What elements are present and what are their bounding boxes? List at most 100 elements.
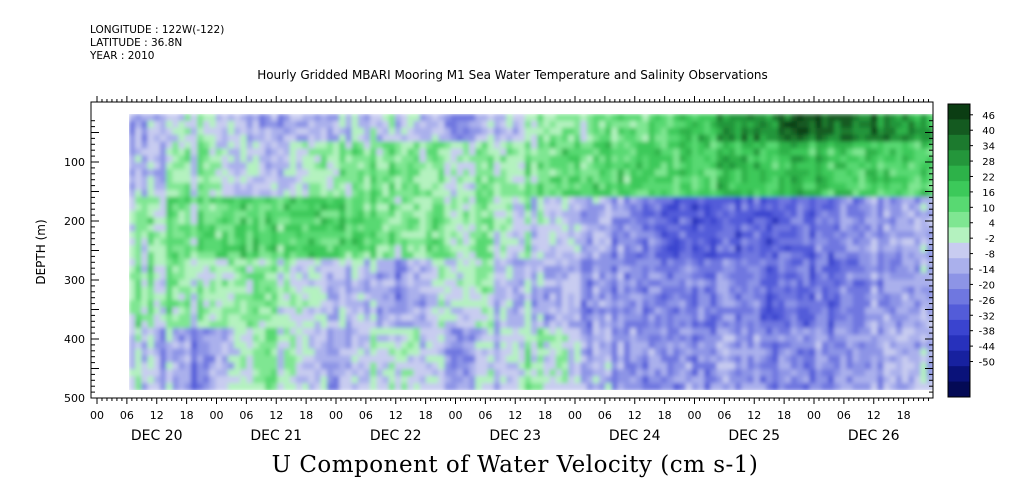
heatmap-cell: [889, 210, 897, 219]
heatmap-cell: [203, 183, 211, 191]
heatmap-cell: [178, 217, 186, 226]
heatmap-cell: [722, 286, 730, 295]
heatmap-cell: [877, 362, 885, 371]
heatmap-cell: [555, 120, 563, 129]
heatmap-cell: [710, 362, 718, 371]
heatmap-cell: [401, 224, 409, 233]
heatmap-cell: [370, 314, 378, 322]
heatmap-cell: [543, 127, 551, 136]
heatmap-cell: [679, 120, 687, 129]
heatmap-cell: [574, 362, 582, 371]
heatmap-cell: [407, 224, 415, 233]
heatmap-cell: [728, 307, 736, 315]
heatmap-cell: [753, 307, 761, 315]
heatmap-cell: [178, 307, 186, 315]
heatmap-cell: [617, 286, 625, 295]
heatmap-cell: [605, 321, 613, 329]
heatmap-cell: [475, 327, 483, 336]
heatmap-cell: [883, 314, 891, 322]
heatmap-cell: [401, 127, 409, 136]
heatmap-cell: [271, 155, 279, 164]
heatmap-cell: [289, 114, 297, 122]
heatmap-cell: [660, 114, 668, 122]
heatmap-cell: [741, 148, 749, 157]
heatmap-cell: [190, 321, 198, 329]
heatmap-cell: [858, 169, 866, 177]
heatmap-cell: [265, 134, 273, 143]
heatmap-cell: [227, 238, 236, 246]
heatmap-cell: [364, 238, 372, 246]
heatmap-cell: [487, 114, 495, 122]
heatmap-cell: [611, 334, 619, 343]
heatmap-cell: [759, 376, 767, 384]
heatmap-cell: [599, 155, 607, 164]
heatmap-cell: [710, 114, 718, 122]
heatmap-cell: [401, 252, 409, 260]
heatmap-cell: [889, 231, 897, 240]
heatmap-cell: [574, 334, 582, 343]
heatmap-cell: [827, 300, 835, 309]
heatmap-cell: [166, 383, 174, 390]
heatmap-cell: [772, 314, 780, 322]
heatmap-cell: [351, 300, 359, 309]
heatmap-cell: [574, 383, 582, 390]
heatmap-cell: [370, 238, 378, 246]
heatmap-cell: [283, 272, 291, 281]
heatmap-cell: [778, 183, 786, 191]
heatmap-cell: [660, 176, 668, 184]
heatmap-cell: [531, 217, 539, 226]
heatmap-cell: [778, 307, 786, 315]
heatmap-cell: [326, 210, 334, 219]
heatmap-cell: [605, 293, 613, 302]
heatmap-cell: [450, 155, 458, 164]
heatmap-cell: [605, 127, 613, 136]
heatmap-cell: [506, 355, 514, 364]
heatmap-cell: [821, 114, 829, 122]
heatmap-cell: [450, 120, 458, 129]
heatmap-cell: [172, 238, 180, 246]
heatmap-cell: [549, 120, 557, 129]
heatmap-cell: [580, 252, 588, 260]
heatmap-cell: [642, 300, 650, 309]
heatmap-cell: [506, 334, 514, 343]
heatmap-cell: [691, 369, 699, 378]
heatmap-cell: [778, 258, 786, 267]
heatmap-cell: [500, 252, 508, 260]
heatmap-cell: [172, 376, 180, 384]
heatmap-cell: [735, 141, 743, 150]
heatmap-cell: [221, 114, 229, 122]
heatmap-cell: [308, 210, 316, 219]
heatmap-cell: [827, 252, 835, 260]
heatmap-cell: [432, 300, 440, 309]
heatmap-cell: [172, 279, 180, 288]
heatmap-cell: [432, 169, 440, 177]
heatmap-cell: [135, 355, 143, 364]
heatmap-cell: [425, 217, 433, 226]
heatmap-cell: [667, 162, 675, 171]
heatmap-cell: [766, 376, 774, 384]
heatmap-cell: [821, 162, 829, 171]
heatmap-cell: [357, 134, 365, 143]
heatmap-cell: [834, 272, 842, 281]
heatmap-cell: [370, 169, 378, 177]
heatmap-cell: [531, 348, 539, 357]
heatmap-cell: [895, 148, 903, 157]
heatmap-cell: [197, 127, 205, 136]
heatmap-cell: [889, 286, 897, 295]
heatmap-cell: [345, 314, 353, 322]
heatmap-cell: [425, 155, 433, 164]
heatmap-cell: [531, 169, 539, 177]
heatmap-cell: [858, 120, 866, 129]
heatmap-cell: [172, 217, 180, 226]
heatmap-cell: [629, 258, 638, 267]
heatmap-cell: [766, 314, 774, 322]
heatmap-cell: [679, 265, 687, 274]
heatmap-cell: [481, 300, 489, 309]
heatmap-cell: [487, 321, 495, 329]
heatmap-cell: [735, 127, 743, 136]
heatmap-cell: [673, 203, 681, 212]
heatmap-cell: [314, 169, 322, 177]
heatmap-cell: [673, 383, 681, 390]
heatmap-cell: [401, 183, 409, 191]
heatmap-cell: [679, 148, 687, 157]
